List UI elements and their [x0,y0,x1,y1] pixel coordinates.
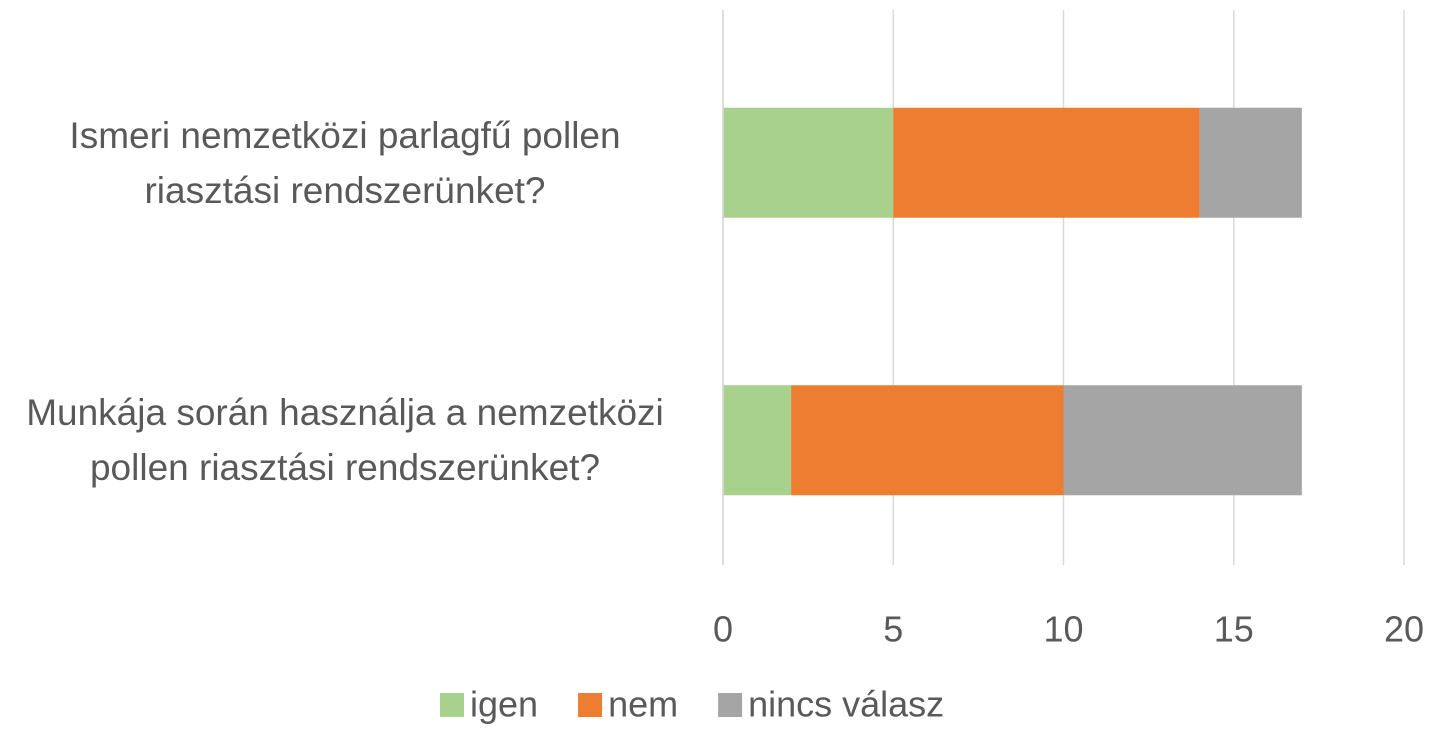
legend-label: nem [608,684,678,725]
x-tick-label: 15 [1214,609,1254,650]
y-tick-label: Munkája során használja a nemzetközi pol… [26,392,664,489]
y-tick-label-box: Munkája során használja a nemzetközi pol… [0,340,680,540]
bar-segment [791,385,1064,496]
x-tick-label: 0 [713,609,733,650]
legend-swatch [440,693,464,717]
legend-label: nincs válasz [748,684,944,725]
legend-swatch [718,693,743,717]
legend-label: igen [470,684,538,725]
x-tick-label: 10 [1043,609,1083,650]
bar-segment [1063,385,1302,496]
legend-swatch [578,693,603,717]
x-tick-label: 20 [1384,609,1424,650]
bar-segment [1199,107,1302,218]
bar-segment [723,107,894,218]
y-tick-label: Ismeri nemzetközi parlagfű pollen riaszt… [69,114,621,211]
y-tick-label-box: Ismeri nemzetközi parlagfű pollen riaszt… [0,63,680,263]
bar-segment [893,107,1200,218]
bar-segment [723,385,792,496]
x-tick-label: 5 [883,609,903,650]
